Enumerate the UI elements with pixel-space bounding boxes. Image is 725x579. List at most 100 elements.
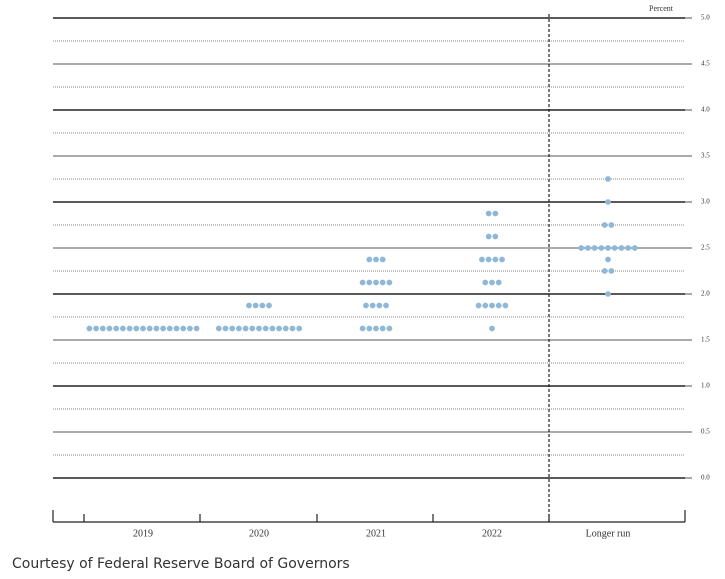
dot bbox=[359, 279, 366, 286]
y-tick-label: 1.5 bbox=[701, 336, 710, 344]
dot bbox=[489, 279, 495, 286]
dot bbox=[631, 245, 638, 251]
dot bbox=[386, 279, 393, 286]
dot bbox=[585, 245, 591, 251]
dot-row bbox=[359, 325, 393, 332]
dot bbox=[282, 325, 289, 332]
dot bbox=[249, 325, 256, 332]
dot bbox=[229, 325, 236, 332]
dot bbox=[578, 245, 585, 251]
dot-row bbox=[86, 325, 200, 332]
dot bbox=[363, 302, 369, 309]
dot-row bbox=[605, 199, 611, 205]
dot-row bbox=[601, 268, 615, 274]
dot bbox=[246, 302, 252, 309]
x-tick-label: 2020 bbox=[249, 528, 269, 539]
dot bbox=[492, 256, 499, 263]
dot bbox=[366, 279, 373, 286]
dot bbox=[113, 325, 120, 332]
dot-row bbox=[601, 222, 615, 228]
caption: Courtesy of Federal Reserve Board of Gov… bbox=[12, 556, 350, 572]
dot bbox=[492, 210, 499, 217]
dot bbox=[489, 325, 495, 332]
dot bbox=[99, 325, 106, 332]
dot bbox=[383, 302, 389, 309]
dot-row bbox=[482, 279, 502, 286]
dot bbox=[193, 325, 200, 332]
x-tick-label: 2019 bbox=[133, 528, 153, 539]
dot bbox=[276, 325, 282, 332]
y-tick-label: 0.0 bbox=[701, 474, 710, 482]
dot bbox=[492, 233, 499, 240]
dot bbox=[475, 302, 482, 309]
x-tick-label: 2021 bbox=[366, 528, 386, 539]
y-tick-label: 4.5 bbox=[701, 60, 710, 68]
dot bbox=[146, 325, 153, 332]
x-tick-label: Longer run bbox=[586, 528, 631, 539]
dot bbox=[256, 325, 262, 332]
dot-row bbox=[605, 176, 611, 182]
dot bbox=[499, 256, 505, 263]
dot-row bbox=[215, 325, 303, 332]
dot bbox=[289, 325, 296, 332]
dot bbox=[373, 325, 379, 332]
dot bbox=[598, 245, 605, 251]
dot bbox=[269, 325, 276, 332]
dot-row bbox=[479, 256, 505, 263]
dot bbox=[485, 256, 492, 263]
dot bbox=[160, 325, 167, 332]
dot-row bbox=[485, 210, 499, 217]
dot bbox=[373, 279, 379, 286]
y-tick-label: 4.0 bbox=[701, 106, 710, 114]
dot bbox=[93, 325, 99, 332]
y-tick-label: 1.0 bbox=[701, 382, 710, 390]
dot bbox=[379, 256, 386, 263]
dot bbox=[379, 325, 386, 332]
dot bbox=[502, 302, 509, 309]
dot bbox=[187, 325, 193, 332]
dot bbox=[180, 325, 187, 332]
dot-row bbox=[363, 302, 389, 309]
dot-row bbox=[475, 302, 509, 309]
dot bbox=[601, 268, 608, 274]
axis-label: Percent bbox=[649, 4, 674, 13]
dot bbox=[376, 302, 383, 309]
dot bbox=[366, 325, 373, 332]
x-tick-label: 2022 bbox=[482, 528, 502, 539]
dot bbox=[236, 325, 242, 332]
dot bbox=[608, 222, 615, 228]
dot bbox=[485, 233, 492, 240]
dot bbox=[86, 325, 93, 332]
dot bbox=[259, 302, 266, 309]
dot-row bbox=[485, 233, 499, 240]
dot-row bbox=[578, 245, 638, 251]
y-tick-label: 0.5 bbox=[701, 428, 710, 436]
dot bbox=[601, 222, 608, 228]
dot bbox=[266, 302, 272, 309]
dot bbox=[153, 325, 160, 332]
dot bbox=[120, 325, 126, 332]
y-tick-label: 2.5 bbox=[701, 244, 710, 252]
dot bbox=[495, 279, 502, 286]
dot bbox=[296, 325, 303, 332]
dot-row bbox=[366, 256, 386, 263]
chart: Percent 0.0 0.5 1.0 1.5 2.0 2.5 3.0 3.5 4.0 4.5 5.… bbox=[52, 4, 710, 539]
y-tick-label: 5.0 bbox=[701, 14, 710, 22]
dot bbox=[215, 325, 222, 332]
dot bbox=[173, 325, 180, 332]
dot bbox=[605, 291, 611, 297]
dot bbox=[379, 279, 386, 286]
dot bbox=[591, 245, 598, 251]
dot bbox=[222, 325, 229, 332]
dot bbox=[605, 199, 611, 205]
dot bbox=[605, 256, 611, 263]
dot-row bbox=[359, 279, 393, 286]
dot bbox=[489, 302, 495, 309]
dot bbox=[140, 325, 146, 332]
y-tick-label: 3.0 bbox=[701, 198, 710, 206]
dot bbox=[485, 210, 492, 217]
dot-row bbox=[605, 291, 611, 297]
dot bbox=[611, 245, 618, 251]
dot bbox=[366, 256, 373, 263]
